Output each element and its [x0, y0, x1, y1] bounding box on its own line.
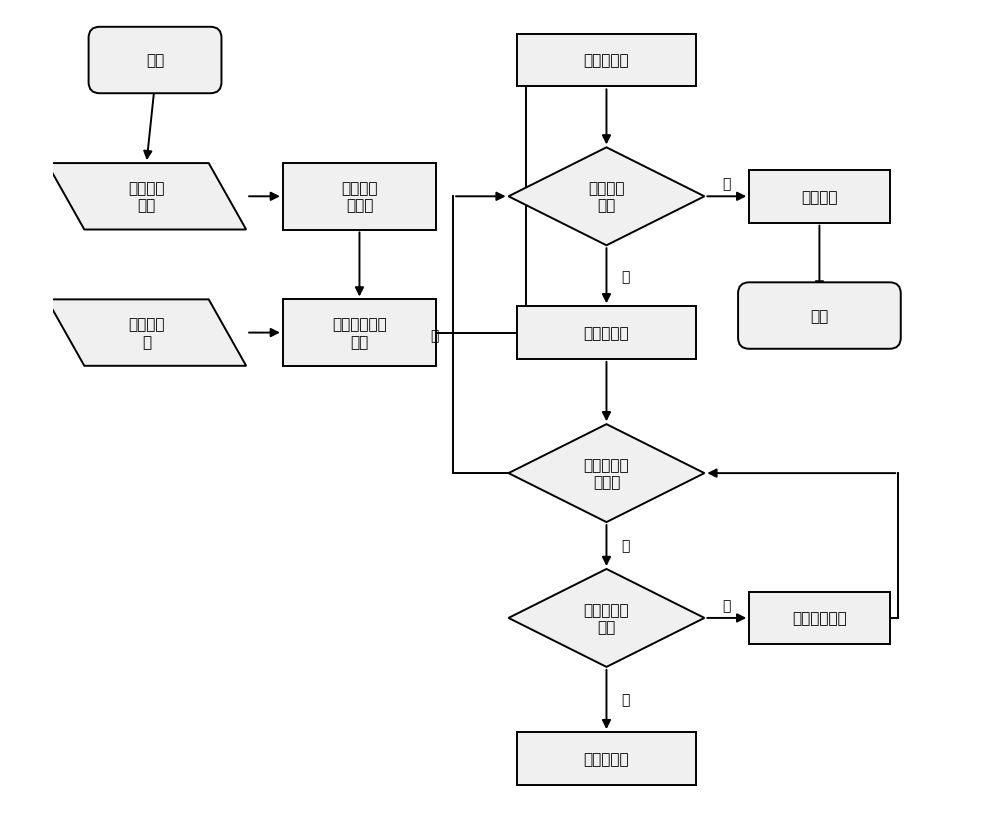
Text: 否: 否 [621, 269, 629, 283]
Polygon shape [47, 300, 246, 366]
Polygon shape [509, 425, 704, 522]
Bar [517, 35, 696, 87]
FancyBboxPatch shape [89, 28, 221, 94]
Bar [517, 307, 696, 359]
Text: 是否遍历
完成: 是否遍历 完成 [588, 181, 625, 214]
Text: 是: 是 [723, 177, 731, 191]
Text: 结束: 结束 [810, 309, 829, 324]
FancyBboxPatch shape [738, 283, 901, 349]
Text: 获取线束
起始点: 获取线束 起始点 [341, 181, 378, 214]
Text: 初始化节点: 初始化节点 [584, 325, 629, 340]
Text: 设为关键节点: 设为关键节点 [792, 611, 847, 626]
Text: 否: 否 [723, 599, 731, 613]
Bar [283, 300, 436, 366]
Text: 是: 是 [621, 539, 629, 553]
Text: 生成路径树: 生成路径树 [584, 54, 629, 69]
Text: 是否存在后
续节点: 是否存在后 续节点 [584, 457, 629, 489]
Bar [749, 171, 890, 224]
Text: 保存数据: 保存数据 [801, 190, 838, 205]
Text: 是否为完整
线缆: 是否为完整 线缆 [584, 602, 629, 634]
Text: 设为终结点: 设为终结点 [584, 751, 629, 766]
Text: 读取解析
元素: 读取解析 元素 [128, 181, 165, 214]
Text: 开始: 开始 [146, 54, 164, 69]
Bar [517, 732, 696, 785]
Bar [749, 592, 890, 644]
Polygon shape [509, 148, 704, 246]
Text: 获取匹配线缆
数据: 获取匹配线缆 数据 [332, 317, 387, 349]
Text: 读取接线
表: 读取接线 表 [128, 317, 165, 349]
Polygon shape [509, 570, 704, 667]
Bar [283, 164, 436, 230]
Polygon shape [47, 164, 246, 230]
Text: 是: 是 [621, 693, 629, 706]
Text: 否: 否 [430, 329, 439, 342]
